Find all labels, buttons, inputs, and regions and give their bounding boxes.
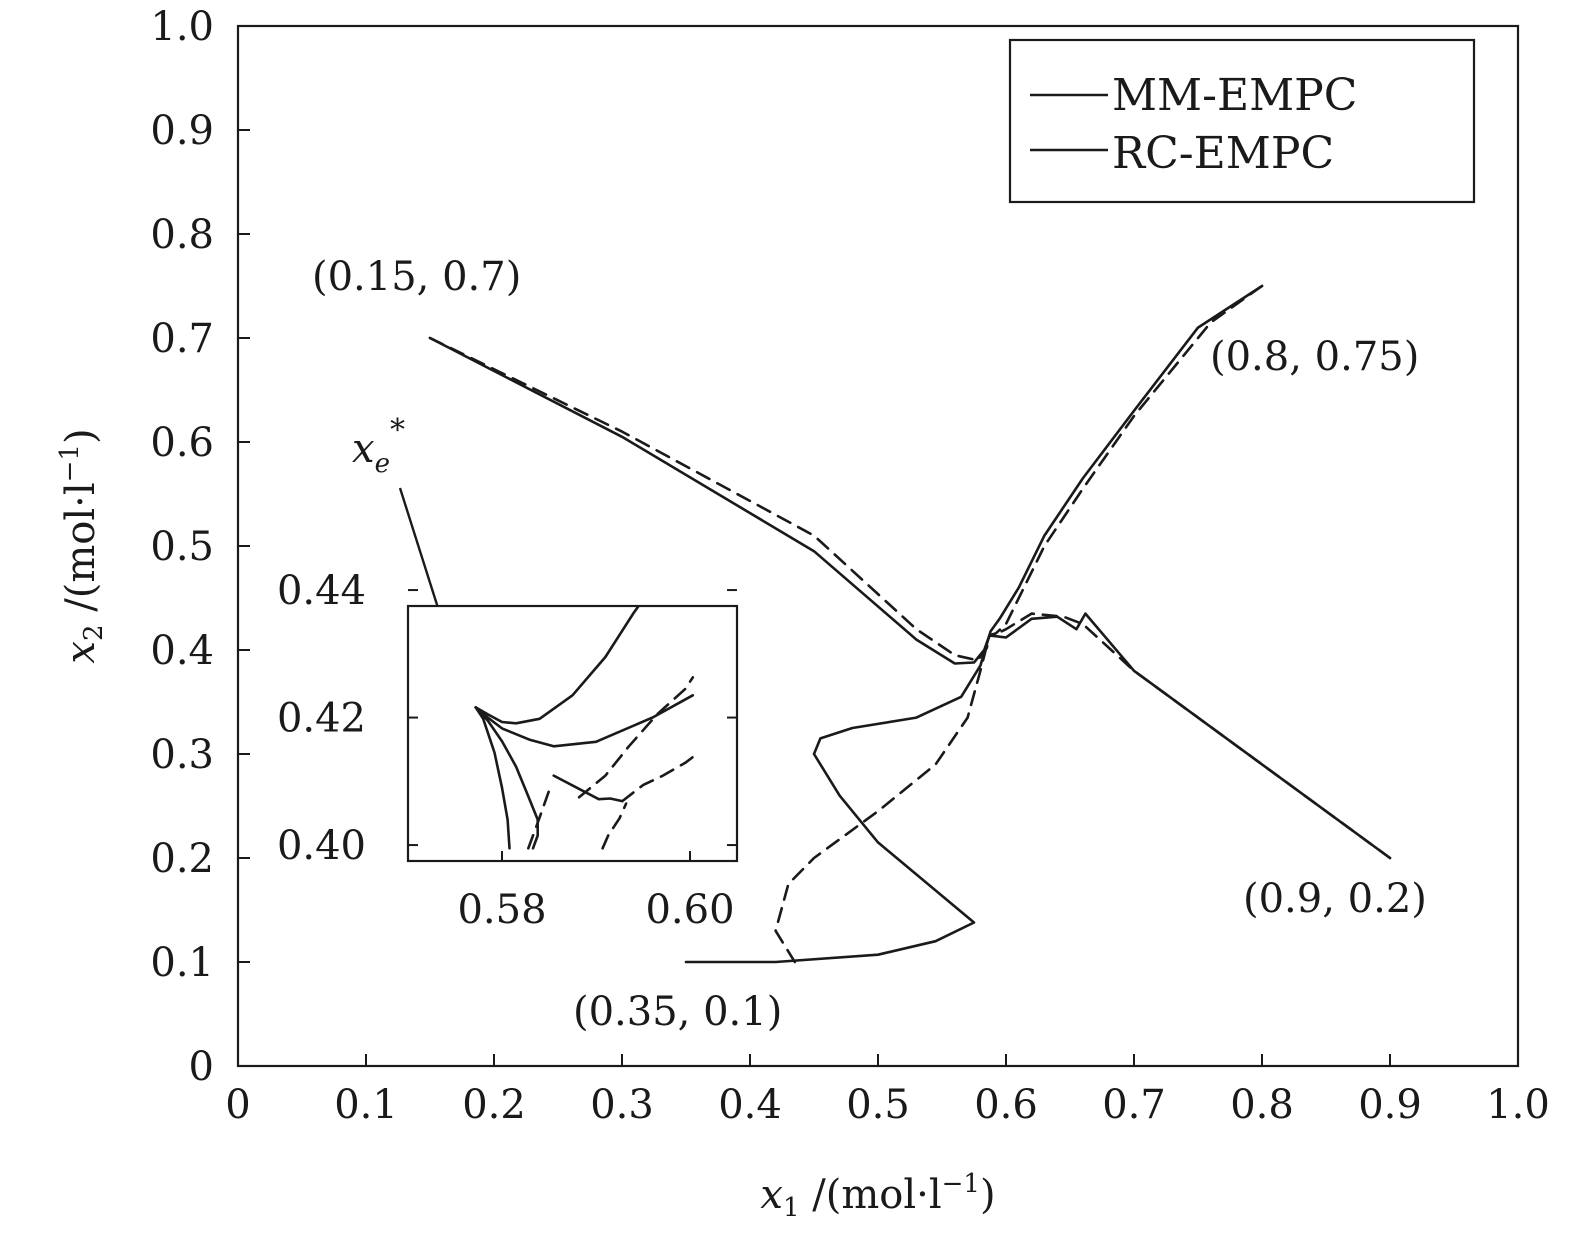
inset-trajectory-solid-3: [474, 706, 539, 850]
legend-label-1: RC-EMPC: [1112, 128, 1334, 179]
inset-x-tick-label: 0.60: [645, 887, 734, 933]
inset-trajectory-solid-1: [474, 694, 695, 748]
inset-y-tick-label: 0.44: [277, 568, 366, 614]
inset-trajectory-dashed-6: [621, 755, 695, 803]
inset-trajectory-solid-2: [474, 706, 511, 850]
trajectory-dashed-7: [774, 634, 991, 964]
legend-label-0: MM-EMPC: [1112, 70, 1357, 121]
y-axis-label: x2 /(mol·l−1): [55, 428, 109, 663]
legend: MM-EMPC RC-EMPC: [1008, 38, 1476, 204]
x-tick-label: 0.6: [974, 1082, 1038, 1128]
annotation-start-1: (0.8, 0.75): [1210, 334, 1419, 380]
y-tick-label: 0.4: [150, 628, 214, 674]
x-tick-label: 1.0: [1486, 1082, 1550, 1128]
y-tick-label: 0.1: [150, 940, 214, 986]
y-tick-label: 0.7: [150, 316, 214, 362]
inset-trajectory-dashed-5: [577, 676, 695, 799]
y-tick-label: 0.3: [150, 732, 214, 778]
inset-trajectory-dashed-7: [527, 789, 551, 850]
y-tick-label: 0.6: [150, 420, 214, 466]
inset-ticks: 0.58 0.60 0.40 0.42 0.44: [277, 568, 737, 933]
x-tick-label: 0.2: [462, 1082, 526, 1128]
inset-y-tick-label: 0.40: [277, 823, 366, 869]
x-axis-label: x1 /(mol·l−1): [760, 1169, 995, 1223]
x-tick-label: 0.8: [1230, 1082, 1294, 1128]
inset-trajectory-solid-4: [552, 774, 624, 803]
y-tick-label: 0.9: [150, 108, 214, 154]
y-tick-label: 0.8: [150, 212, 214, 258]
y-tick-label: 0.2: [150, 836, 214, 882]
annotation-start-2: (0.9, 0.2): [1243, 876, 1427, 922]
inset-y-tick-label: 0.42: [277, 696, 366, 742]
x-tick-label: 0.7: [1102, 1082, 1166, 1128]
y-tick-label: 1.0: [150, 4, 214, 50]
x-tick-label: 0.9: [1358, 1082, 1422, 1128]
x-tick-label: 0.1: [334, 1082, 398, 1128]
x-tick-label: 0: [225, 1082, 250, 1128]
inset-trajectory-dashed-8: [601, 802, 628, 850]
legend-box: [1008, 38, 1476, 204]
inset-trajectory-solid-0: [474, 606, 641, 725]
inset-frame: [406, 604, 739, 863]
annotation-start-3: (0.35, 0.1): [573, 989, 782, 1035]
main-ticks: 0 0.1 0.2 0.3 0.4 0.5 0.6 0.7 0.8 0.9 1.0 0 0.1 0.2 0.…: [150, 4, 1549, 1128]
x-tick-label: 0.4: [718, 1082, 782, 1128]
trajectory-solid-6: [684, 634, 991, 964]
inset-x-tick-label: 0.58: [457, 887, 546, 933]
trajectory-dashed-5: [988, 612, 1392, 860]
y-tick-label: 0: [189, 1044, 214, 1090]
main-curves: [428, 284, 1392, 964]
equilibrium-label: xe*: [352, 413, 405, 479]
inset: 0.58 0.60 0.40 0.42 0.44: [277, 568, 739, 933]
trajectory-solid-2: [988, 284, 1264, 637]
x-tick-label: 0.3: [590, 1082, 654, 1128]
x-tick-label: 0.5: [846, 1082, 910, 1128]
trajectory-solid-4: [988, 612, 1392, 860]
trajectory-dashed-3: [988, 284, 1264, 637]
y-tick-label: 0.5: [150, 524, 214, 570]
inset-curves: [474, 606, 695, 850]
annotation-start-0: (0.15, 0.7): [312, 254, 521, 300]
